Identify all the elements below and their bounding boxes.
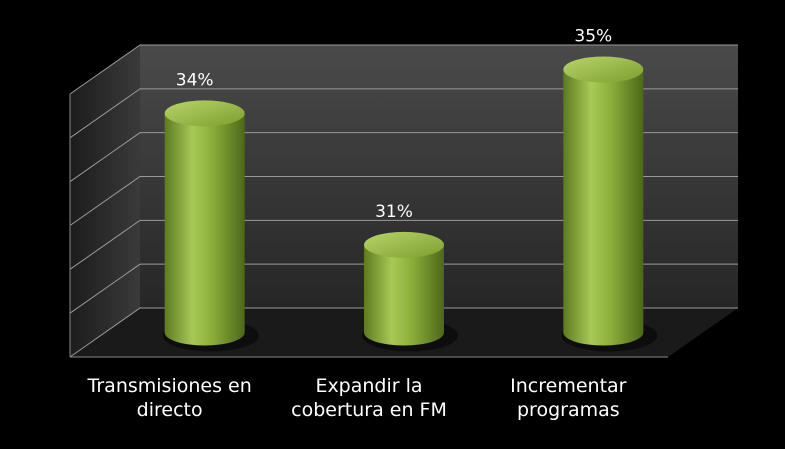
category-label: Incrementar programas [510,375,627,421]
bar-body [364,244,444,346]
grid-line [69,176,738,226]
value-label: 34% [176,70,214,90]
bar-top [364,231,444,258]
grid-line [69,263,738,314]
grid-line [69,307,738,358]
grid-line [69,88,738,139]
category-label: Expandir la cobertura en FM [291,375,447,421]
bar [563,56,644,346]
grid-line [69,132,738,183]
bar-top [563,56,644,83]
grid-line [69,44,738,95]
bar-body [563,69,644,346]
bar-top [164,100,245,127]
category-label: Transmisiones en directo [87,375,252,421]
grid-line [69,219,738,270]
value-label: 31% [375,202,413,222]
value-label: 35% [574,27,612,47]
bar [164,100,245,346]
bar-body [164,113,245,346]
bar [364,231,444,346]
